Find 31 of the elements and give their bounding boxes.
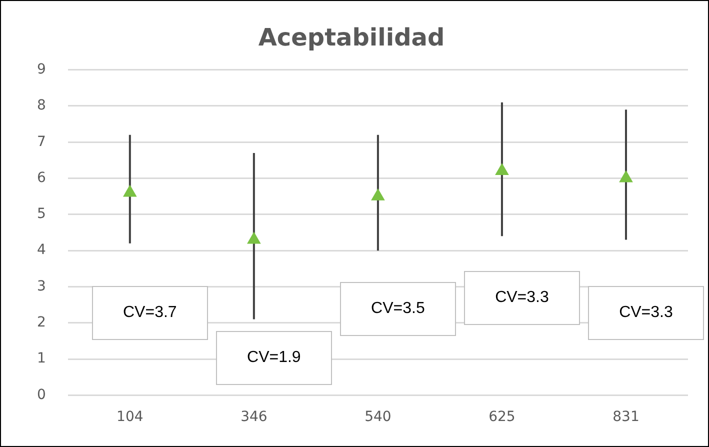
y-tick-label: 1 [36, 350, 46, 367]
callout-box: CV=1.9 [216, 331, 332, 385]
x-tick-label: 104 [116, 409, 144, 426]
y-tick-label: 6 [36, 170, 46, 186]
chart-title: Aceptabilidad [258, 24, 445, 52]
point [123, 185, 136, 197]
point [371, 188, 385, 200]
y-tick-label: 2 [36, 314, 46, 331]
annotation: CV=1.9 [247, 349, 301, 367]
x-tick-label: 540 [364, 409, 392, 426]
point [247, 232, 260, 244]
y-tick-label: 7 [36, 134, 46, 150]
point [495, 164, 509, 176]
x-tick-label: 831 [612, 409, 640, 426]
y-tick-label: 9 [36, 61, 46, 78]
x-tick-label: 625 [488, 409, 516, 426]
annotation: CV=3.3 [495, 289, 549, 307]
y-tick-label: 0 [36, 386, 46, 403]
annotation: CV=3.3 [619, 304, 673, 322]
annotation: CV=3.5 [371, 300, 425, 318]
callout-box: CV=3.3 [588, 286, 704, 340]
annotation: CV=3.7 [123, 304, 177, 322]
callout-box: CV=3.3 [464, 271, 580, 325]
callout-box: CV=3.5 [340, 282, 456, 336]
y-tick-label: 5 [36, 206, 46, 222]
y-tick-label: 8 [36, 98, 46, 114]
point [619, 170, 633, 182]
y-tick-label: 4 [36, 242, 46, 258]
y-tick-label: 3 [36, 278, 46, 294]
x-tick-label: 346 [240, 409, 268, 426]
callout-box: CV=3.7 [92, 286, 208, 340]
